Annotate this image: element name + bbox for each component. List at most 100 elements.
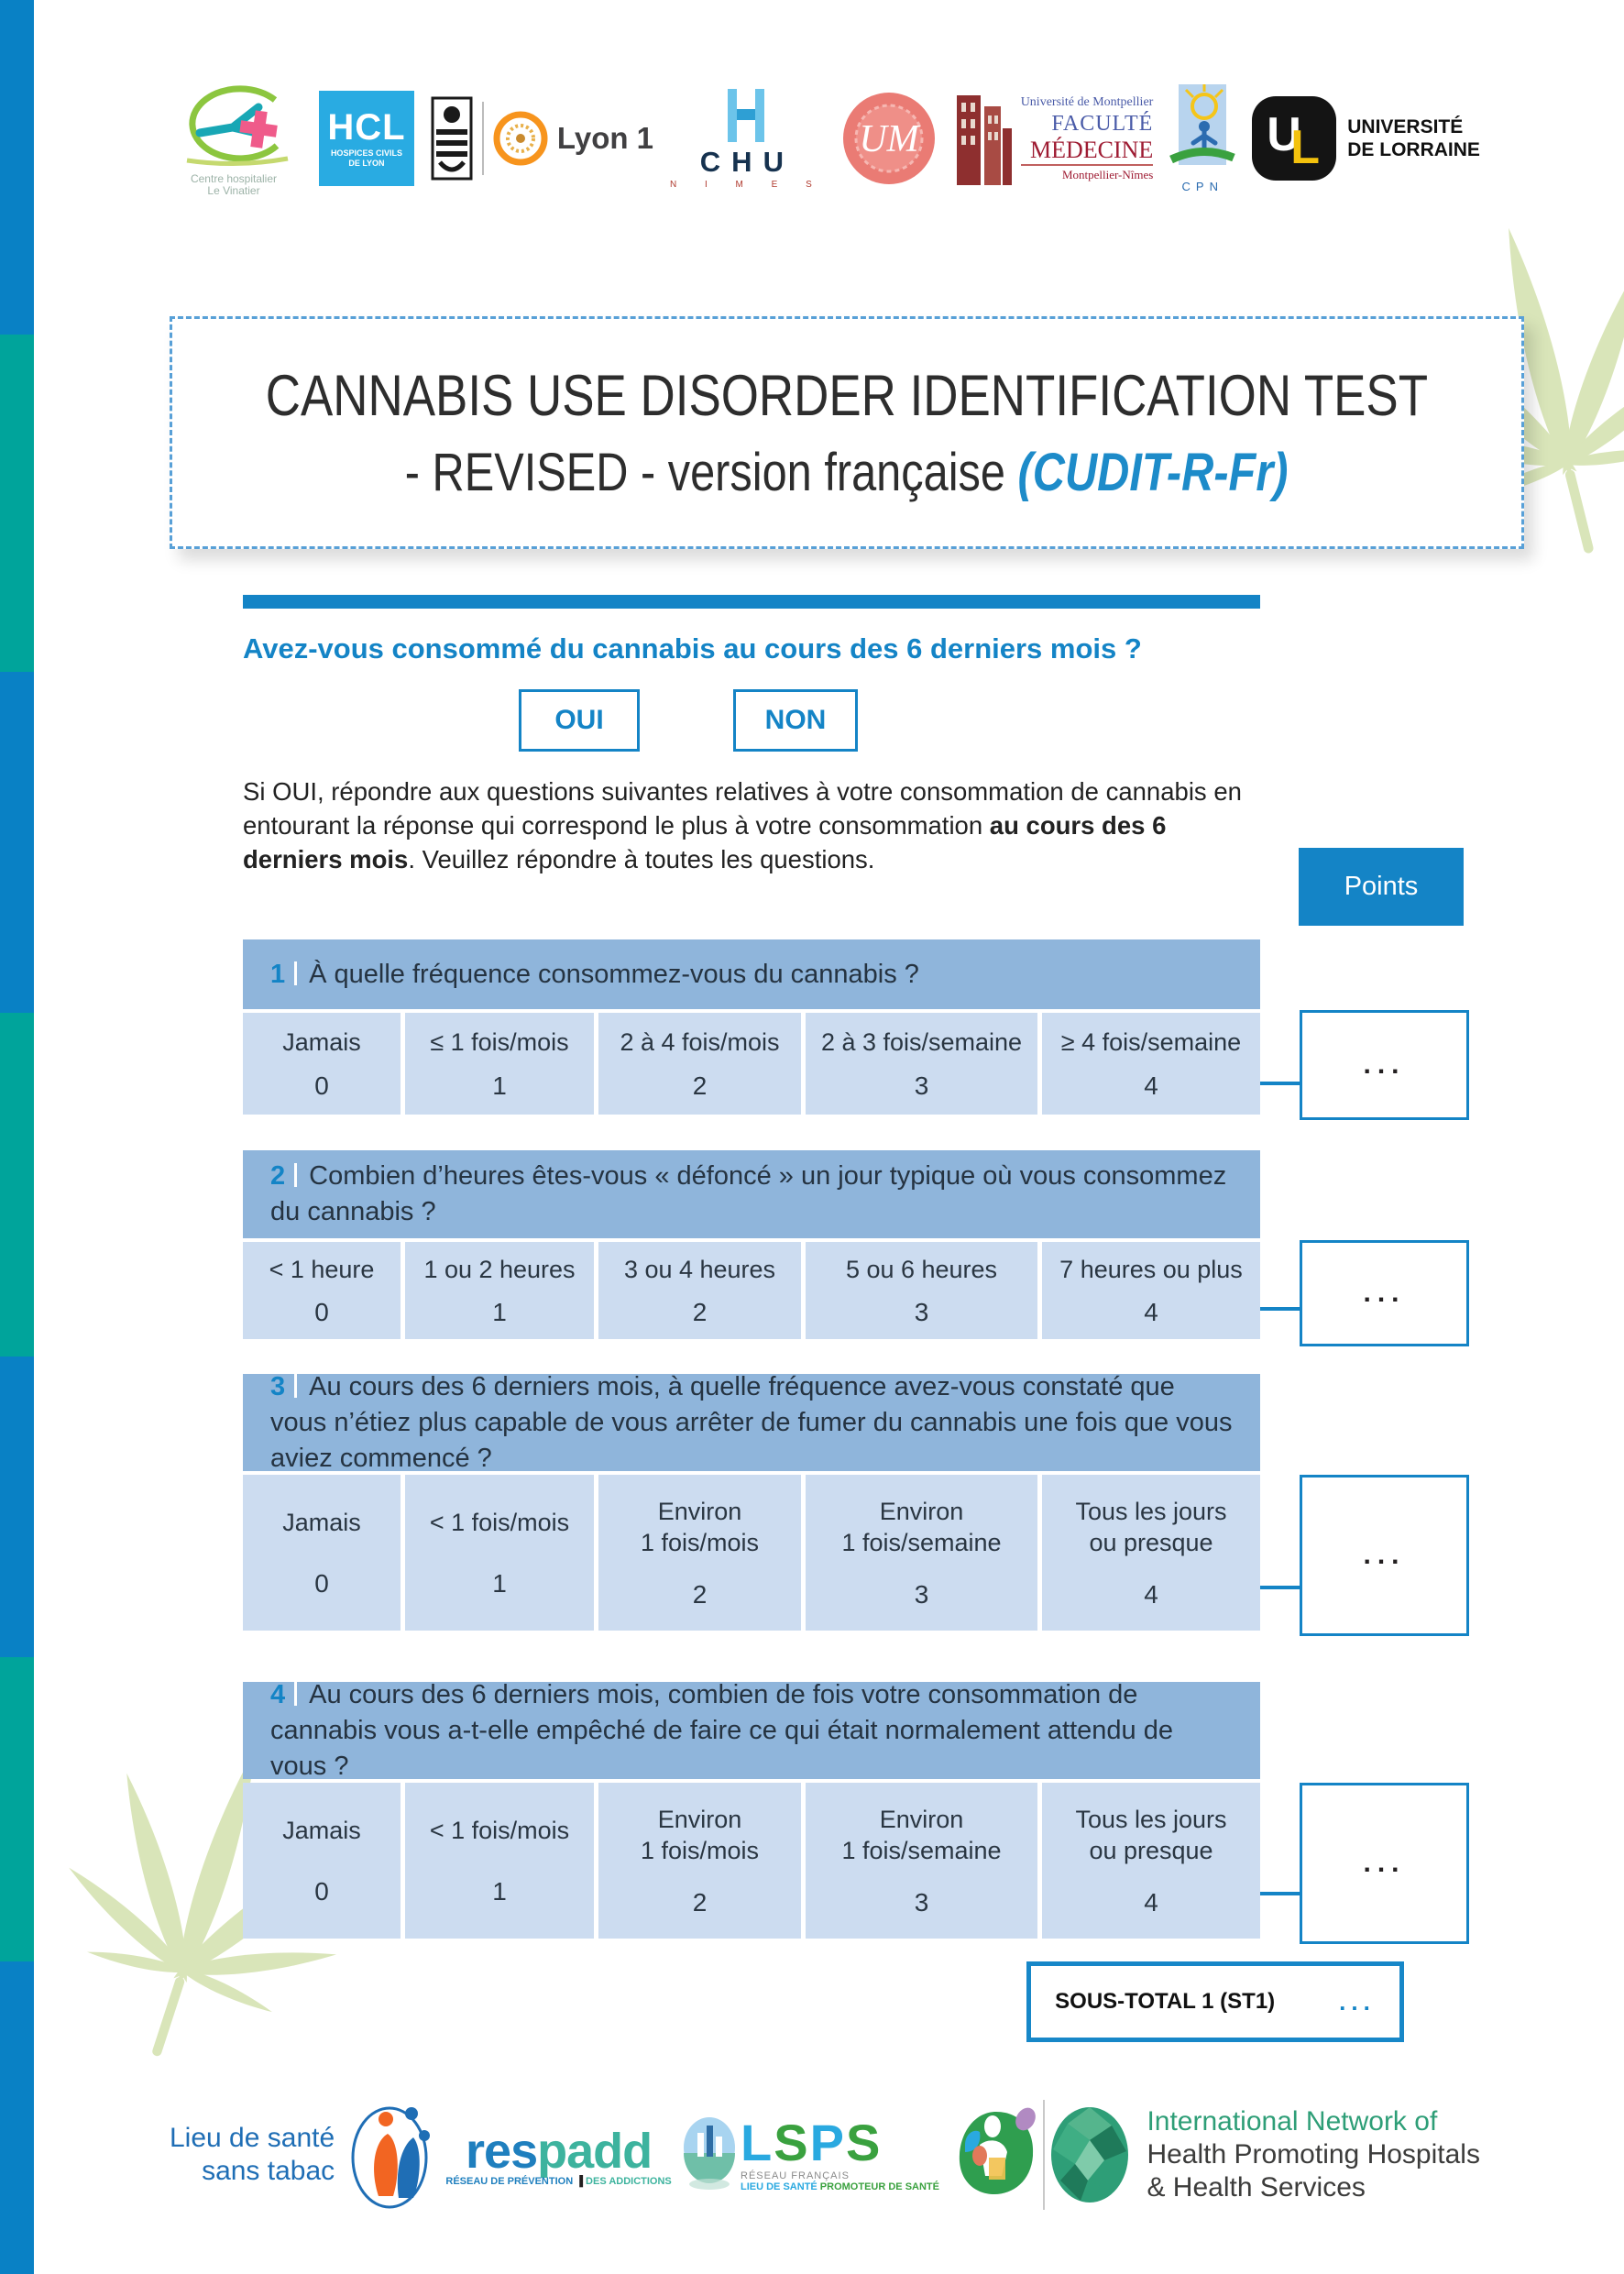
subtotal-1-box[interactable]: SOUS-TOTAL 1 (ST1) ... [1026,1961,1404,2042]
question-2-option-2[interactable]: 3 ou 4 heures 2 [598,1242,801,1339]
chu-h-icon [728,88,765,142]
question-3-option-3[interactable]: Environ 1 fois/semaine 3 [806,1475,1037,1631]
instructions-paragraph: Si OUI, répondre aux questions suivantes… [243,774,1269,876]
question-4-option-4[interactable]: Tous les jours ou presque 4 [1042,1783,1260,1939]
lyon-crest-icon [431,96,473,180]
logo-chu-nimes: CHU N I M E S [670,87,825,190]
non-button[interactable]: NON [733,689,858,752]
question-4-points-connector [1260,1892,1301,1895]
question-4-points-box[interactable]: ... [1300,1783,1469,1944]
form-title-acronym: (CUDIT-R-Fr) [1017,442,1289,502]
question-2-separator [294,1163,298,1187]
question-3-number: 3 [270,1371,286,1401]
question-4-option-1[interactable]: < 1 fois/mois 1 [405,1783,594,1939]
question-4-option-2[interactable]: Environ 1 fois/mois 2 [598,1783,801,1939]
chu-nimes-caption: N I M E S [669,179,825,190]
left-stripe-blue-1 [0,0,34,335]
question-1-text: À quelle fréquence consommez-vous du can… [309,959,919,989]
cpn-icon [1169,84,1235,165]
faculte-line-universite: Université de Montpellier [1020,94,1154,109]
question-1-points-value: ... [1363,1049,1406,1080]
instructions-part-1: Si OUI, répondre aux questions suivantes… [243,777,1242,840]
left-stripe-blue-3 [0,1357,34,1657]
question-2-points-value: ... [1363,1278,1406,1308]
footer-logo-divider [1043,2099,1046,2210]
question-4-points-value: ... [1363,1848,1406,1878]
logo-lsps: LSPS RÉSEAU FRANÇAIS LIEU DE SANTÉ PROMO… [741,2104,1040,2205]
oui-button[interactable]: OUI [519,689,640,752]
non-button-label: NON [764,705,827,735]
logo-universite-de-lorraine: U L UNIVERSITÉ DE LORRAINE [1252,95,1480,181]
inhph-line-2: Health Promoting Hospitals [1147,2138,1480,2170]
question-3-option-2[interactable]: Environ 1 fois/mois 2 [598,1475,801,1631]
question-3-option-4[interactable]: Tous les jours ou presque 4 [1042,1475,1260,1631]
question-4-header: 4 Au cours des 6 derniers mois, combien d… [243,1679,1260,1781]
faculte-line-montpellier-nimes: Montpellier-Nîmes [1061,167,1154,181]
subtotal-1-value: ... [1339,1987,1376,2016]
question-3-separator [294,1373,298,1398]
question-1-option-1[interactable]: ≤ 1 fois/mois 1 [405,1013,594,1115]
question-2-points-connector [1260,1307,1301,1311]
question-3-header: 3 Au cours des 6 derniers mois, à quelle … [243,1371,1260,1473]
logo-centre-hospitalier-le-vinatier: Centre hospitalier Le Vinatier [165,80,302,197]
question-3-points-box[interactable]: ... [1300,1475,1469,1636]
cpn-wordmark: CPN [1181,180,1223,193]
screening-question: Avez-vous consommé du cannabis au cours … [243,632,1142,665]
question-1-separator [294,961,298,985]
question-3-option-0[interactable]: Jamais 0 [243,1475,401,1631]
logo-cpn: CPN [1169,82,1235,193]
faculte-line-faculte: FACULTÉ [1051,111,1154,136]
lst-line-2: sans tabac [202,2155,335,2186]
question-2-number: 2 [270,1161,286,1191]
respadd-icon [683,2116,735,2190]
question-1-header: 1 À quelle fréquence consommez-vous du ca… [243,939,1260,1009]
question-2-options-row: < 1 heure 0 1 ou 2 heures 1 3 ou 4 heure… [243,1242,1260,1339]
instructions-bold-phrase: au cours des 6 derniers mois [243,811,1167,873]
section-divider-bar [243,595,1260,609]
left-stripe-blue-4 [0,1961,34,2274]
lst-line-1: Lieu de santé [170,2122,335,2153]
ul-monogram-icon: U L [1252,95,1337,181]
logo-lieu-de-sante-sans-tabac: Lieu de santé sans tabac [170,2095,443,2214]
svg-text:UM: UM [859,118,920,160]
lyon1-seal-icon [493,111,548,165]
lsps-tagline-1: RÉSEAU FRANÇAIS [741,2170,850,2181]
faculte-line-medecine: MÉDECINE [1020,137,1154,166]
left-stripe-teal-2 [0,1013,34,1357]
question-4-number: 4 [270,1679,286,1709]
question-2-header: 2 Combien d’heures êtes-vous « défoncé » … [243,1150,1260,1238]
left-stripe-blue-2 [0,672,34,1013]
question-2-option-1[interactable]: 1 ou 2 heures 1 [405,1242,594,1339]
question-1-option-4[interactable]: ≥ 4 fois/semaine 4 [1042,1013,1260,1115]
lsps-wordmark: LSPS [741,2113,883,2171]
form-title-line-2-plain: - REVISED - version française [405,442,1018,502]
question-1-option-0[interactable]: Jamais 0 [243,1013,401,1115]
vinatier-logo-icon [186,84,289,166]
subtotal-1-label: SOUS-TOTAL 1 (ST1) [1055,1989,1276,2014]
form-title-line-1: CANNABIS USE DISORDER IDENTIFICATION TES… [265,363,1429,428]
question-2-points-box[interactable]: ... [1300,1240,1469,1346]
points-column-header: Points [1299,848,1464,926]
left-stripe-teal-1 [0,335,34,672]
question-1-option-2[interactable]: 2 à 4 fois/mois 2 [598,1013,801,1115]
question-3-points-connector [1260,1586,1301,1589]
question-1-option-3[interactable]: 2 à 3 fois/semaine 3 [806,1013,1037,1115]
question-4-option-3[interactable]: Environ 1 fois/semaine 3 [806,1783,1037,1939]
question-1-number: 1 [270,959,286,989]
question-1-points-connector [1260,1082,1301,1085]
hcl-blue-square: HCL HOSPICES CIVILS DE LYON [318,90,414,186]
logo-respadd: respadd RÉSEAU DE PRÉVENTION ▐ DES ADDIC… [445,2116,737,2193]
question-2-option-3[interactable]: 5 ou 6 heures 3 [806,1242,1037,1339]
lorraine-line-2: DE LORRAINE [1347,138,1480,160]
partner-logos-header: Centre hospitalier Le Vinatier HCL HOSPI… [165,71,1480,204]
lsps-figure-icon [959,2107,1036,2194]
question-4-text: Au cours des 6 derniers mois, combien de… [270,1679,1173,1781]
question-3-option-1[interactable]: < 1 fois/mois 1 [405,1475,594,1631]
logo-faculte-medecine-montpellier-nimes: Université de Montpellier FACULTÉ MÉDECI… [953,88,1154,189]
question-1-points-box[interactable]: ... [1300,1010,1469,1120]
question-2-option-0[interactable]: < 1 heure 0 [243,1242,401,1339]
question-2-option-4[interactable]: 7 heures ou plus 4 [1042,1242,1260,1339]
question-1-options-row: Jamais 0 ≤ 1 fois/mois 1 2 à 4 fois/mois… [243,1013,1260,1115]
question-4-option-0[interactable]: Jamais 0 [243,1783,401,1939]
